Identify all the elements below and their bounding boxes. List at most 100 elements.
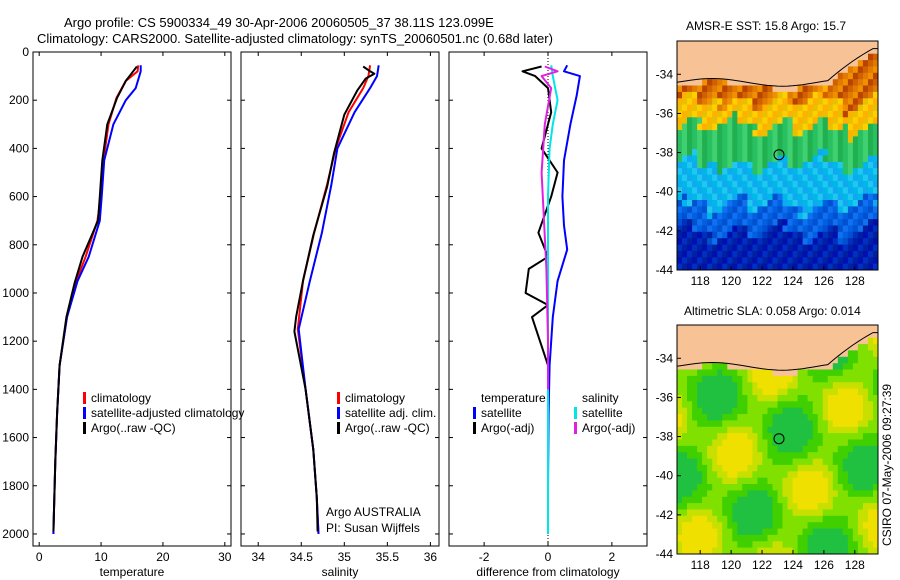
map-cell	[722, 123, 728, 131]
legend-swatch	[473, 422, 476, 434]
map-cell	[777, 420, 783, 428]
map-cell	[767, 484, 773, 491]
map-cell	[727, 375, 733, 383]
map-cell	[792, 168, 799, 176]
map-cell	[687, 193, 693, 201]
map-cell	[822, 356, 829, 364]
map-cell	[727, 47, 733, 55]
map-cell	[747, 356, 753, 364]
map-cell	[712, 219, 718, 226]
map-cell	[857, 206, 864, 214]
map-cell	[697, 490, 703, 498]
map-cell	[797, 515, 804, 523]
map-cell	[767, 369, 773, 377]
map-cell	[812, 452, 819, 460]
map-cell	[732, 439, 738, 447]
map-cell	[812, 117, 819, 125]
map-cell	[737, 522, 743, 530]
map-cell	[757, 60, 763, 67]
map-cell	[817, 72, 824, 80]
map-cell	[868, 206, 874, 214]
map-cell	[762, 528, 768, 536]
map-cell	[722, 219, 728, 226]
map-cell	[682, 225, 688, 233]
map-cell	[732, 91, 738, 99]
map-cell	[762, 91, 768, 99]
map-cell	[847, 331, 854, 339]
map-cell	[757, 541, 763, 549]
map-cell	[687, 382, 693, 390]
map-cell	[717, 168, 723, 176]
map-cell	[757, 161, 763, 169]
map-cell	[722, 369, 728, 377]
map-cell	[807, 426, 814, 434]
map-cell	[682, 458, 688, 466]
map-cell	[837, 130, 844, 137]
map-cell	[682, 238, 688, 246]
map-cell	[852, 41, 859, 48]
map-cell	[792, 142, 799, 150]
map-cell	[807, 91, 814, 99]
map-cell	[812, 206, 819, 214]
map-cell	[732, 401, 738, 409]
map-cell	[762, 471, 768, 479]
map-cell	[837, 250, 844, 258]
map-cell	[807, 117, 814, 125]
x-tick-label: 34	[252, 550, 266, 564]
map-cell	[722, 363, 728, 371]
map-cell	[868, 250, 874, 258]
map-cell	[782, 445, 788, 453]
map-cell	[707, 161, 713, 169]
map-cell	[687, 458, 693, 466]
float-position-marker	[773, 433, 785, 445]
map-cell	[847, 515, 854, 523]
map-cell	[687, 395, 693, 402]
map-cell	[782, 388, 788, 396]
map-cell	[737, 257, 743, 265]
map-cell	[817, 136, 824, 144]
map-cell	[847, 193, 854, 201]
map-cell	[727, 484, 733, 491]
map-cell	[837, 193, 844, 201]
map-cell	[687, 155, 693, 163]
map-cell	[837, 91, 844, 99]
map-cell	[852, 98, 859, 106]
map-cell	[862, 257, 869, 265]
map-cell	[727, 123, 733, 131]
map-cell	[873, 180, 879, 188]
map-cell	[782, 414, 788, 421]
map-cell	[782, 225, 788, 233]
map-cell	[747, 375, 753, 383]
map-cell	[817, 53, 824, 61]
map-cell	[817, 484, 824, 491]
map-cell	[842, 395, 849, 402]
map-cell	[797, 414, 804, 421]
map-cell	[722, 187, 728, 195]
map-cell	[747, 547, 753, 555]
map-cell	[868, 414, 874, 421]
map-cell	[802, 503, 809, 510]
map-cell	[697, 111, 703, 118]
map-cell	[837, 484, 844, 491]
map-cell	[847, 414, 854, 421]
map-cell	[742, 452, 748, 460]
map-cell	[732, 155, 738, 163]
map-cell	[717, 528, 723, 536]
map-cell	[822, 452, 829, 460]
map-cell	[732, 534, 738, 542]
map-cell	[767, 325, 773, 332]
map-cell	[732, 206, 738, 214]
map-cell	[822, 439, 829, 447]
map-cell	[712, 420, 718, 428]
map-cell	[697, 407, 703, 415]
map-cell	[817, 180, 824, 188]
map-cell	[747, 528, 753, 536]
map-cell	[692, 496, 698, 504]
map-cell	[782, 369, 788, 377]
map-cell	[692, 219, 698, 226]
map-cell	[682, 79, 688, 87]
map-cell	[762, 388, 768, 396]
map-cell	[837, 180, 844, 188]
map-cell	[682, 356, 688, 364]
map-cell	[837, 98, 844, 106]
